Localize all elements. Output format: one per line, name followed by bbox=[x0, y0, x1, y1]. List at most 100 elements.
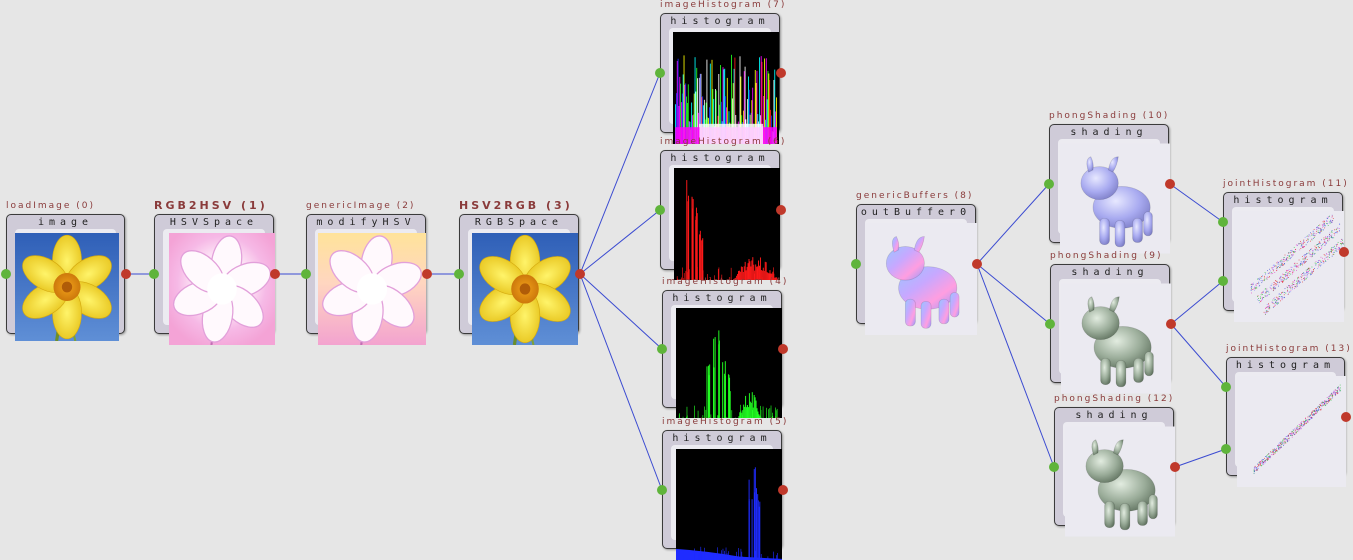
node-imagehistogram-6[interactable]: imageHistogram (6) histogram bbox=[660, 150, 780, 270]
input-port[interactable] bbox=[657, 485, 667, 495]
node-preview-joint-histogram-a bbox=[1234, 211, 1344, 322]
edge-n10-n11[interactable] bbox=[1170, 184, 1223, 222]
node-title: imageHistogram (6) bbox=[660, 137, 786, 147]
node-title: imageHistogram (7) bbox=[660, 0, 786, 10]
node-imagehistogram-7[interactable]: imageHistogram (7) histogram bbox=[660, 13, 780, 133]
node-preview-daffodil-hsv bbox=[169, 233, 275, 345]
edge-n12-n13[interactable] bbox=[1175, 449, 1226, 467]
edge-n3-n5[interactable] bbox=[580, 274, 662, 490]
node-preview-histogram-rgb bbox=[673, 32, 779, 144]
output-port[interactable] bbox=[972, 259, 982, 269]
node-label: modifyHSV bbox=[307, 217, 425, 228]
node-preview-cow-green bbox=[1065, 426, 1175, 537]
node-title: phongShading (12) bbox=[1054, 394, 1174, 404]
node-genericbuffers-8[interactable]: genericBuffers (8) outBuffer0 bbox=[856, 204, 976, 324]
node-title: imageHistogram (4) bbox=[662, 277, 788, 287]
edge-n8-n12[interactable] bbox=[977, 264, 1054, 467]
output-port[interactable] bbox=[270, 269, 280, 279]
output-port[interactable] bbox=[778, 344, 788, 354]
edge-n3-n4[interactable] bbox=[580, 274, 662, 349]
output-port[interactable] bbox=[1341, 412, 1351, 422]
output-port[interactable] bbox=[121, 269, 131, 279]
node-title: jointHistogram (13) bbox=[1226, 344, 1352, 354]
output-port[interactable] bbox=[1165, 179, 1175, 189]
node-frame[interactable]: histogram bbox=[662, 430, 782, 549]
node-preview-histogram-green bbox=[676, 308, 782, 418]
node-label: histogram bbox=[661, 16, 779, 27]
node-frame[interactable]: shading bbox=[1049, 124, 1169, 243]
node-label: outBuffer0 bbox=[857, 207, 975, 218]
output-port[interactable] bbox=[575, 269, 585, 279]
node-loadimage-0[interactable]: loadImage (0) image bbox=[6, 214, 125, 334]
node-preview-daffodil-hsv-warm bbox=[318, 233, 426, 345]
node-label: shading bbox=[1055, 410, 1173, 421]
node-label: histogram bbox=[1224, 195, 1342, 206]
node-title: genericImage (2) bbox=[306, 201, 415, 211]
node-hsv2rgb-3[interactable]: HSV2RGB (3) RGBSpace bbox=[459, 214, 579, 334]
edge-n8-n10[interactable] bbox=[977, 184, 1049, 264]
node-label: image bbox=[7, 217, 124, 228]
output-port[interactable] bbox=[422, 269, 432, 279]
node-imagehistogram-4[interactable]: imageHistogram (4) histogram bbox=[662, 290, 782, 408]
output-port[interactable] bbox=[776, 205, 786, 215]
node-preview-histogram-blue bbox=[676, 449, 782, 560]
input-port[interactable] bbox=[851, 259, 861, 269]
output-port[interactable] bbox=[776, 68, 786, 78]
node-phongshading-12[interactable]: phongShading (12) shading bbox=[1054, 407, 1174, 526]
output-port[interactable] bbox=[1170, 462, 1180, 472]
edge-n9-n11[interactable] bbox=[1171, 281, 1223, 324]
node-label: histogram bbox=[661, 153, 779, 164]
node-phongshading-10[interactable]: phongShading (10) shading bbox=[1049, 124, 1169, 243]
node-rgb2hsv-1[interactable]: RGB2HSV (1) HSVSpace bbox=[154, 214, 274, 334]
input-port[interactable] bbox=[657, 344, 667, 354]
node-genericimage-2[interactable]: genericImage (2) modifyHSV bbox=[306, 214, 426, 334]
node-jointhistogram-11[interactable]: jointHistogram (11) histogram bbox=[1223, 192, 1343, 311]
node-label: histogram bbox=[1227, 360, 1344, 371]
node-frame[interactable]: image bbox=[6, 214, 125, 334]
input-port[interactable] bbox=[1049, 462, 1059, 472]
node-preview-cow-lavender bbox=[1060, 143, 1170, 254]
node-frame[interactable]: shading bbox=[1050, 264, 1170, 383]
node-frame[interactable]: shading bbox=[1054, 407, 1174, 526]
node-title: RGB2HSV (1) bbox=[154, 199, 268, 212]
node-frame[interactable]: modifyHSV bbox=[306, 214, 426, 334]
output-port[interactable] bbox=[778, 485, 788, 495]
input-port[interactable] bbox=[1221, 382, 1231, 392]
node-title: genericBuffers (8) bbox=[856, 191, 973, 201]
node-frame[interactable]: histogram bbox=[660, 150, 780, 270]
node-jointhistogram-13[interactable]: jointHistogram (13) histogram bbox=[1226, 357, 1345, 476]
node-label: RGBSpace bbox=[460, 217, 578, 228]
edge-n9-n13[interactable] bbox=[1171, 324, 1226, 387]
node-frame[interactable]: RGBSpace bbox=[459, 214, 579, 334]
node-title: loadImage (0) bbox=[6, 201, 95, 211]
node-label: shading bbox=[1050, 127, 1168, 138]
input-port[interactable] bbox=[1045, 319, 1055, 329]
output-port[interactable] bbox=[1339, 247, 1349, 257]
node-frame[interactable]: histogram bbox=[660, 13, 780, 133]
input-port[interactable] bbox=[301, 269, 311, 279]
node-frame[interactable]: histogram bbox=[1223, 192, 1343, 311]
input-port[interactable] bbox=[1, 269, 11, 279]
input-port[interactable] bbox=[1221, 444, 1231, 454]
node-title: imageHistogram (5) bbox=[662, 417, 788, 427]
node-title: jointHistogram (11) bbox=[1223, 179, 1349, 189]
node-title: phongShading (9) bbox=[1050, 251, 1163, 261]
input-port[interactable] bbox=[1218, 217, 1228, 227]
node-phongshading-9[interactable]: phongShading (9) shading bbox=[1050, 264, 1170, 383]
node-preview-daffodil bbox=[472, 233, 578, 345]
node-preview-histogram-red bbox=[674, 168, 780, 280]
input-port[interactable] bbox=[655, 68, 665, 78]
input-port[interactable] bbox=[655, 205, 665, 215]
node-frame[interactable]: histogram bbox=[662, 290, 782, 408]
input-port[interactable] bbox=[1218, 276, 1228, 286]
input-port[interactable] bbox=[454, 269, 464, 279]
input-port[interactable] bbox=[1044, 179, 1054, 189]
node-imagehistogram-5[interactable]: imageHistogram (5) histogram bbox=[662, 430, 782, 549]
node-frame[interactable]: HSVSpace bbox=[154, 214, 274, 334]
node-frame[interactable]: histogram bbox=[1226, 357, 1345, 476]
node-frame[interactable]: outBuffer0 bbox=[856, 204, 976, 324]
input-port[interactable] bbox=[149, 269, 159, 279]
edge-n3-n7[interactable] bbox=[580, 73, 660, 274]
edge-n3-n6[interactable] bbox=[580, 210, 660, 274]
output-port[interactable] bbox=[1166, 319, 1176, 329]
